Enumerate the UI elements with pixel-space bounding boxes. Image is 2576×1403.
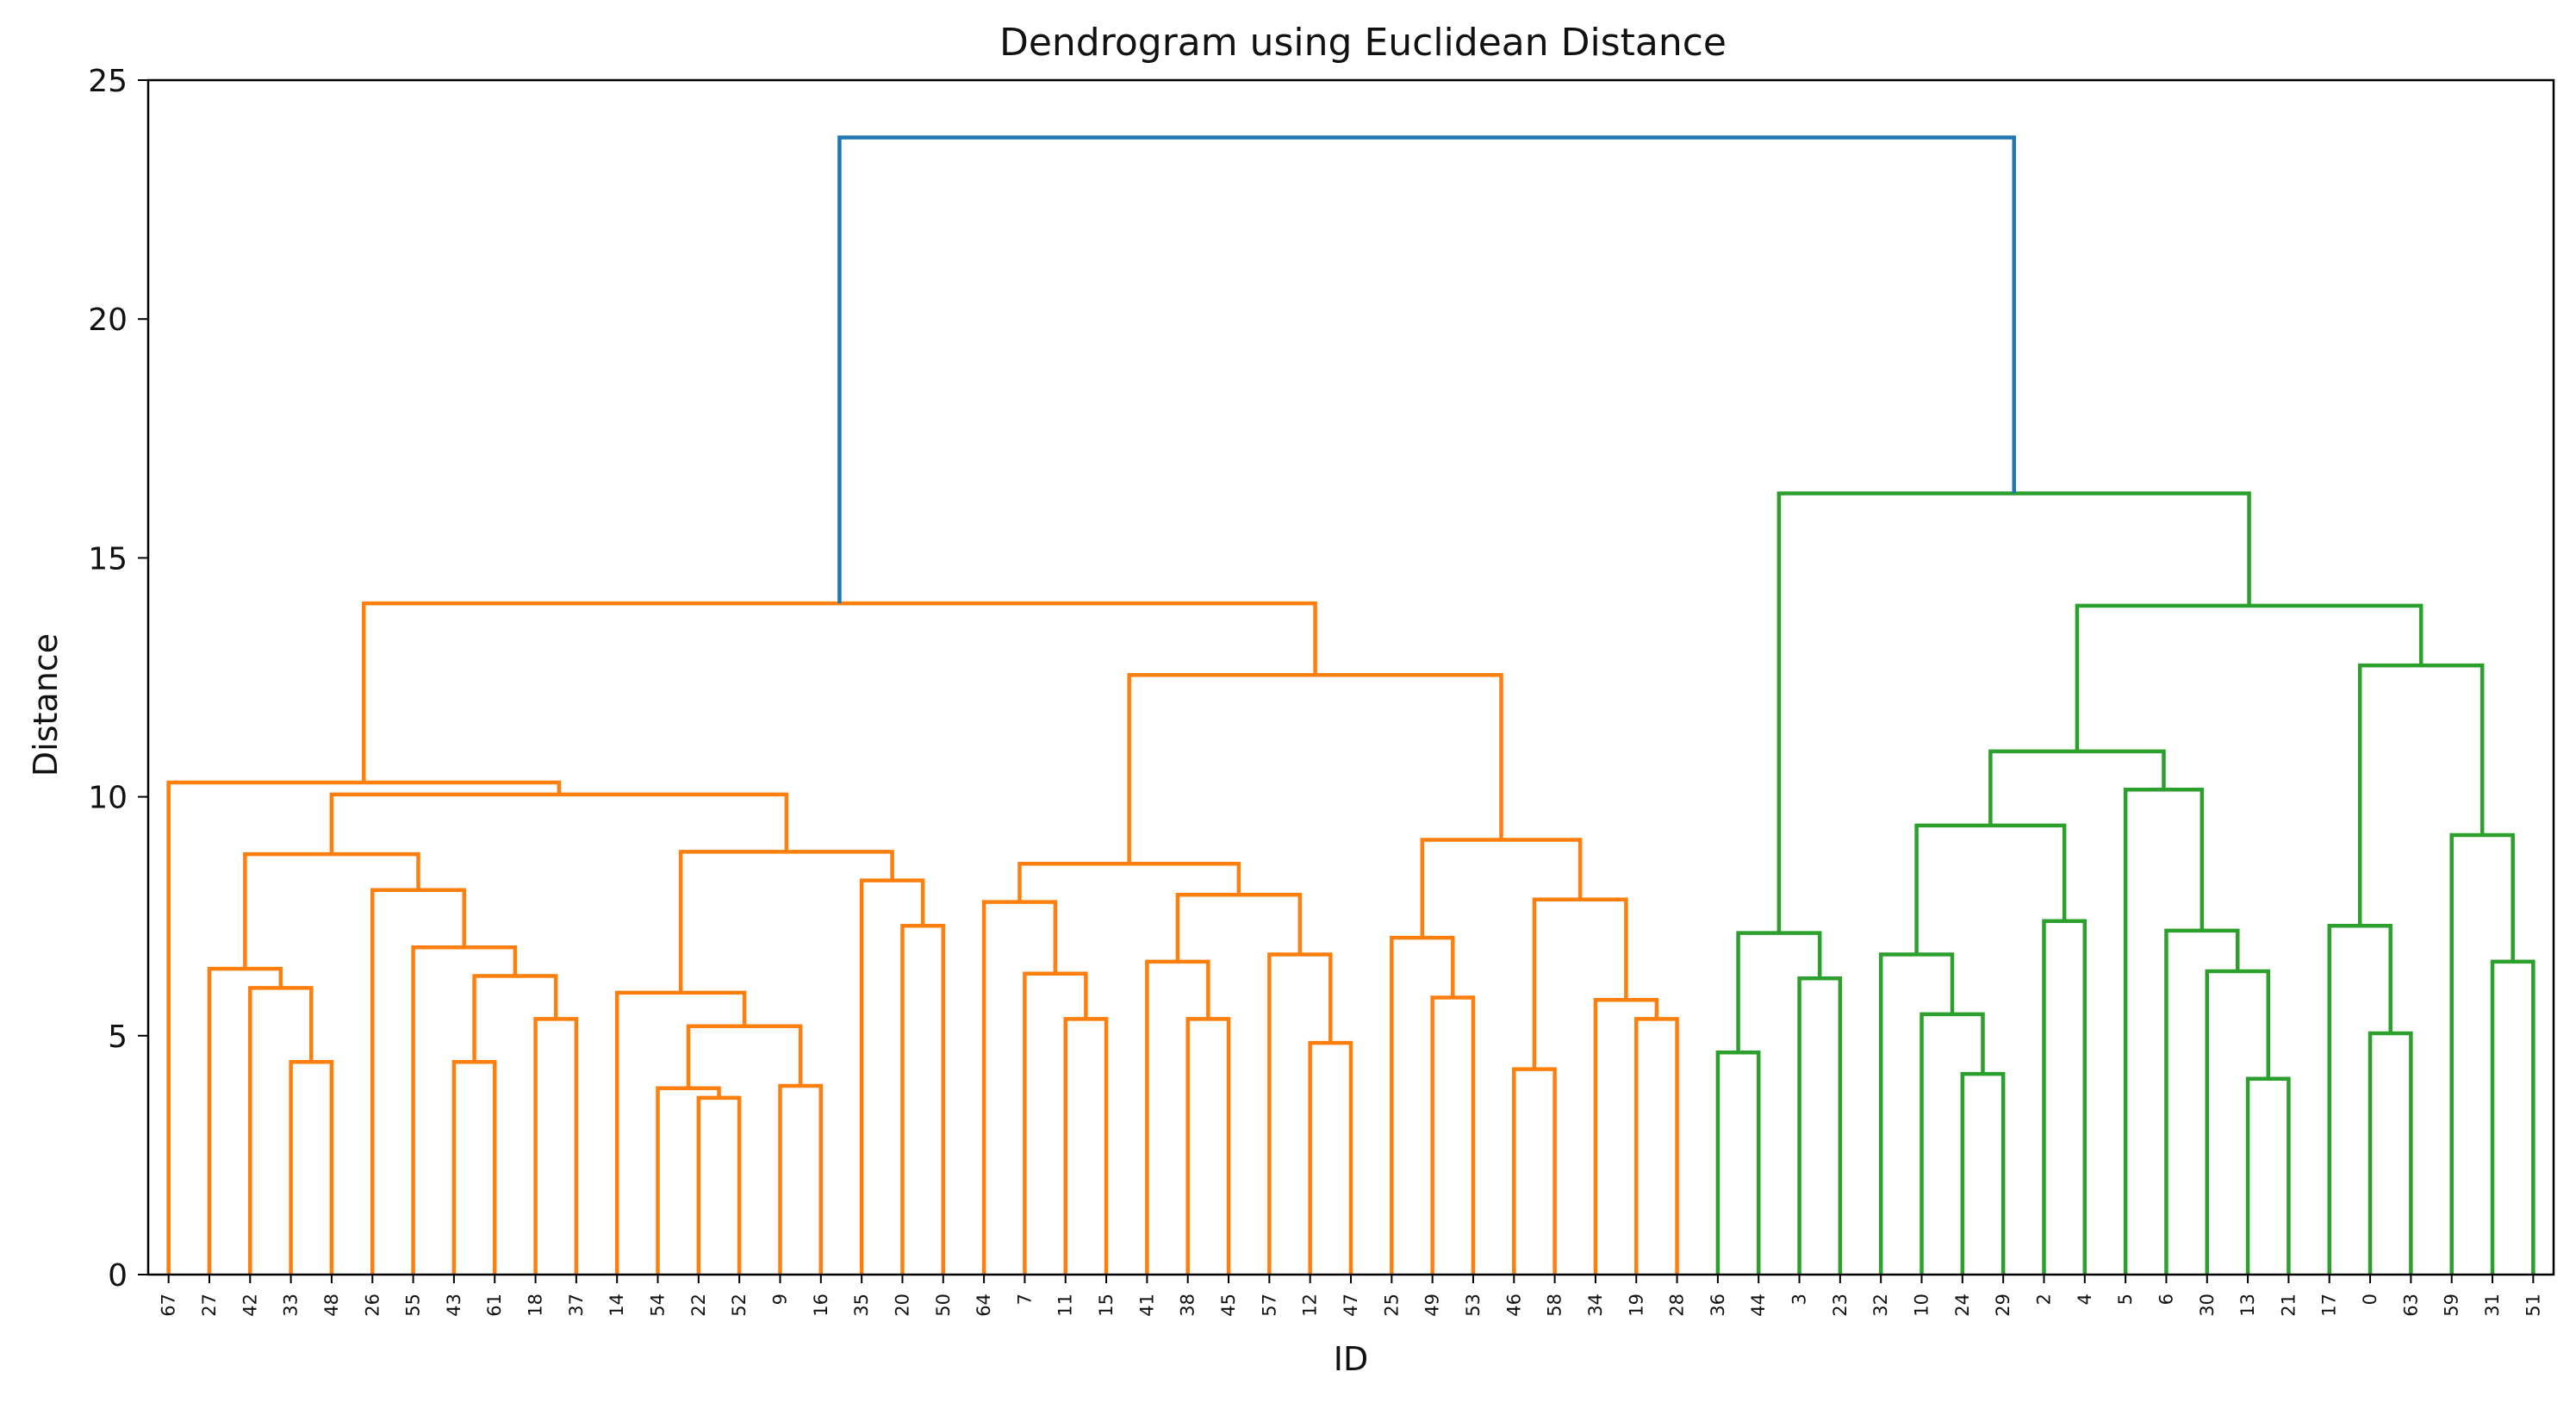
link-52	[2490, 959, 2536, 1275]
leaf-label-2: 2	[2033, 1294, 2054, 1305]
y-tick-label-25: 25	[88, 64, 128, 99]
link-24	[1308, 1040, 1353, 1275]
leaf-label-46: 46	[1503, 1294, 1524, 1317]
leaf-label-48: 48	[321, 1294, 342, 1317]
leaf-label-9: 9	[769, 1294, 790, 1305]
x-axis-ticks: 67 27 42 33 48 26 55 43 61 18 37 14 54 22 52 9 16 35 20 50 6…	[159, 1275, 2543, 1317]
dendrogram-links	[166, 135, 2536, 1275]
link-28	[1430, 995, 1476, 1275]
link-45	[2245, 1076, 2291, 1275]
link-51	[2327, 924, 2392, 1275]
leaf-label-25: 25	[1381, 1294, 1402, 1317]
link-21	[981, 900, 1058, 1275]
link-29	[1390, 935, 1455, 1275]
link-57	[837, 135, 2016, 604]
leaf-label-34: 34	[1585, 1294, 1606, 1317]
link-50	[2368, 1031, 2413, 1275]
leaf-label-19: 19	[1626, 1294, 1646, 1317]
link-4	[533, 1017, 579, 1275]
y-tick-label-20: 20	[88, 302, 128, 338]
leaf-label-45: 45	[1218, 1294, 1239, 1317]
leaf-label-55: 55	[403, 1294, 424, 1317]
link-22	[1185, 1017, 1231, 1275]
leaf-label-27: 27	[199, 1294, 220, 1317]
leaf-label-21: 21	[2278, 1294, 2299, 1317]
leaf-label-5: 5	[2115, 1294, 2136, 1305]
leaf-label-37: 37	[566, 1294, 587, 1317]
leaf-label-10: 10	[1912, 1294, 1932, 1317]
leaf-label-16: 16	[811, 1294, 831, 1317]
leaf-label-54: 54	[648, 1294, 669, 1317]
link-33	[1532, 897, 1628, 1069]
leaf-label-23: 23	[1830, 1294, 1851, 1317]
leaf-label-4: 4	[2075, 1294, 2095, 1305]
link-46	[2205, 969, 2270, 1275]
leaf-label-49: 49	[1422, 1294, 1443, 1317]
leaf-label-3: 3	[1789, 1294, 1810, 1305]
link-6	[411, 945, 518, 1275]
leaf-label-33: 33	[281, 1294, 302, 1317]
leaf-label-63: 63	[2400, 1294, 2421, 1317]
leaf-label-7: 7	[1014, 1294, 1035, 1305]
leaf-label-24: 24	[1952, 1294, 1973, 1317]
leaf-label-17: 17	[2319, 1294, 2340, 1317]
leaf-label-18: 18	[526, 1294, 546, 1317]
leaf-label-59: 59	[2442, 1294, 2462, 1317]
link-7	[370, 888, 466, 1275]
leaf-label-6: 6	[2156, 1294, 2176, 1305]
chart-title: Dendrogram using Euclidean Distance	[999, 21, 1727, 65]
leaf-label-28: 28	[1667, 1294, 1688, 1317]
link-23	[1145, 959, 1210, 1275]
link-20	[1023, 971, 1088, 1275]
leaf-label-14: 14	[607, 1294, 627, 1317]
y-axis-ticks: 0 5 10 15 20 25	[88, 64, 148, 1294]
leaf-label-29: 29	[1993, 1294, 2013, 1317]
leaf-label-35: 35	[851, 1294, 872, 1317]
leaf-label-51: 51	[2523, 1294, 2543, 1317]
y-tick-label-15: 15	[88, 541, 128, 577]
leaf-label-26: 26	[362, 1294, 383, 1317]
y-tick-label-5: 5	[108, 1020, 128, 1055]
y-tick-label-0: 0	[108, 1258, 128, 1294]
leaf-label-20: 20	[892, 1294, 912, 1317]
leaf-label-15: 15	[1096, 1294, 1117, 1317]
leaf-label-13: 13	[2237, 1294, 2258, 1317]
x-axis-label: ID	[1334, 1340, 1368, 1378]
leaf-label-47: 47	[1341, 1294, 1361, 1317]
leaf-label-53: 53	[1463, 1294, 1484, 1317]
y-axis-label: Distance	[27, 633, 65, 776]
leaf-label-52: 52	[729, 1294, 750, 1317]
leaf-label-22: 22	[688, 1294, 709, 1317]
leaf-label-57: 57	[1259, 1294, 1279, 1317]
link-14	[900, 924, 946, 1275]
leaf-label-64: 64	[974, 1294, 994, 1317]
y-tick-label-10: 10	[88, 781, 128, 816]
leaf-label-32: 32	[1870, 1294, 1891, 1317]
leaf-label-30: 30	[2197, 1294, 2218, 1317]
leaf-label-38: 38	[1178, 1294, 1198, 1317]
leaf-label-61: 61	[484, 1294, 505, 1317]
leaf-label-31: 31	[2482, 1294, 2503, 1317]
leaf-label-12: 12	[1300, 1294, 1321, 1317]
leaf-label-41: 41	[1136, 1294, 1157, 1317]
plot-frame	[146, 78, 2555, 1276]
leaf-label-50: 50	[933, 1294, 954, 1317]
leaf-label-67: 67	[159, 1294, 179, 1317]
link-30	[1512, 1067, 1557, 1275]
link-19	[1063, 1017, 1109, 1275]
leaf-label-58: 58	[1545, 1294, 1565, 1317]
leaf-label-43: 43	[444, 1294, 464, 1317]
leaf-label-42: 42	[240, 1294, 260, 1317]
leaf-label-44: 44	[1748, 1294, 1769, 1317]
link-27	[1017, 861, 1241, 902]
leaf-label-0: 0	[2360, 1294, 2380, 1305]
leaf-label-11: 11	[1055, 1294, 1076, 1317]
leaf-label-36: 36	[1708, 1294, 1728, 1317]
link-31	[1634, 1017, 1679, 1275]
